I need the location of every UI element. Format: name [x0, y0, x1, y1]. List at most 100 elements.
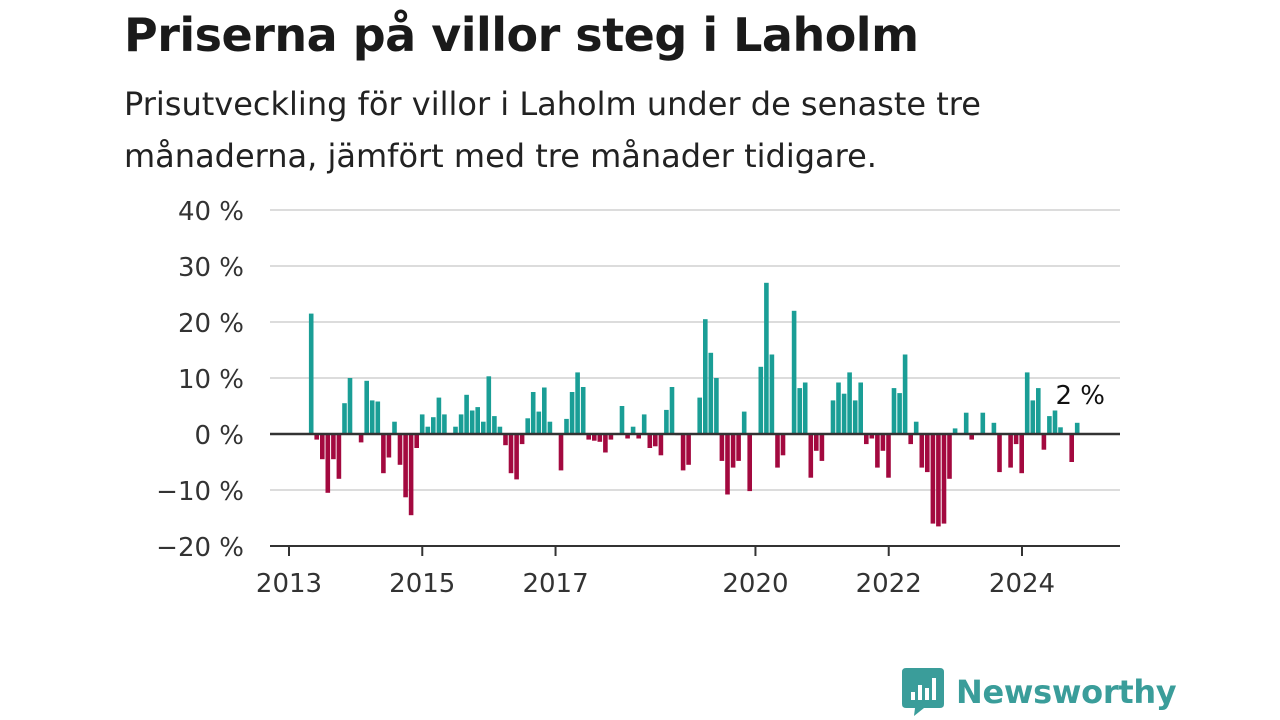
bar [764, 282, 769, 434]
bar [714, 378, 719, 434]
bar [791, 310, 797, 434]
x-tick-label: 2020 [722, 569, 788, 599]
bar [769, 354, 775, 434]
bar [630, 426, 636, 434]
bar [1036, 388, 1041, 434]
bar [508, 434, 514, 474]
x-tick-label: 2017 [522, 569, 588, 599]
bar [669, 387, 675, 434]
bar [719, 434, 725, 461]
bar [503, 434, 508, 446]
bar [836, 382, 841, 434]
bar [386, 434, 392, 458]
bar [841, 393, 847, 434]
y-tick-label: −10 % [156, 477, 244, 507]
bar-chart: 40 % 30 % 20 % 10 % 0 % −10 % −20 % 2013 2015 201… [156, 197, 1120, 599]
bar [658, 434, 664, 456]
bar [963, 412, 969, 434]
newsworthy-logo-icon [902, 668, 944, 716]
bar [453, 426, 458, 434]
bar [1069, 434, 1074, 462]
bar [625, 434, 630, 439]
bar [342, 403, 347, 434]
bar [952, 428, 958, 434]
bar [875, 434, 880, 468]
bar [980, 412, 986, 434]
bar [1052, 410, 1058, 434]
bar [358, 434, 364, 443]
bar [947, 434, 952, 479]
bar [392, 421, 397, 434]
bar [336, 434, 342, 479]
bar [830, 400, 836, 434]
bar [908, 434, 913, 445]
bar [847, 372, 852, 434]
bar [930, 434, 936, 524]
bar [597, 434, 603, 442]
bar [869, 434, 875, 439]
x-tick-label: 2015 [389, 569, 455, 599]
bar [897, 393, 902, 434]
bar [619, 406, 625, 434]
bar [369, 400, 375, 434]
bar [697, 397, 702, 434]
bar [492, 416, 497, 434]
bar [725, 434, 730, 495]
bar [586, 434, 591, 440]
bar [564, 418, 569, 434]
bar [464, 394, 469, 434]
bar [814, 434, 819, 451]
y-tick-label: 40 % [178, 197, 244, 227]
bar [653, 434, 658, 447]
bar [864, 434, 869, 445]
bar [592, 434, 597, 441]
bar [708, 352, 714, 434]
bar [1013, 434, 1019, 445]
bar [969, 434, 974, 440]
bar [414, 434, 419, 448]
bar [780, 434, 786, 456]
bar [519, 434, 525, 445]
bar [397, 434, 403, 465]
bar [1008, 434, 1013, 468]
bar [403, 434, 408, 498]
bar [436, 397, 442, 434]
bar [680, 434, 686, 471]
y-tick-label: 30 % [178, 253, 244, 283]
bar [919, 434, 925, 468]
bar [486, 376, 492, 434]
bar [375, 401, 381, 434]
bar [913, 421, 919, 434]
bar [664, 409, 669, 434]
newsworthy-logo-text: Newsworthy [956, 673, 1177, 711]
bar [775, 434, 780, 468]
chart-subtitle: Prisutveckling för villor i Laholm under… [124, 85, 981, 175]
chart-title: Priserna på villor steg i Laholm [124, 8, 919, 62]
bar [431, 417, 436, 434]
bar [925, 434, 930, 473]
bar [1074, 422, 1080, 434]
bar [575, 372, 580, 434]
bar [458, 414, 464, 434]
bar [703, 319, 708, 434]
bar [1058, 427, 1063, 434]
bar [902, 354, 908, 434]
y-tick-label: 10 % [178, 365, 244, 395]
bar [542, 387, 547, 434]
bar [730, 434, 736, 468]
x-tick-label: 2013 [256, 569, 322, 599]
bar [475, 407, 480, 434]
bar [797, 388, 802, 434]
bar [936, 434, 941, 527]
bar [469, 410, 475, 434]
bar [886, 434, 891, 478]
y-tick-label: 20 % [178, 309, 244, 339]
bar [741, 411, 747, 434]
newsworthy-logo: Newsworthy [902, 668, 1177, 716]
latest-value-annotation: 2 % [1055, 381, 1105, 411]
bar [603, 434, 608, 453]
bar [481, 421, 486, 434]
bar [569, 392, 575, 434]
bar [941, 434, 947, 524]
x-tick-label: 2022 [856, 569, 922, 599]
